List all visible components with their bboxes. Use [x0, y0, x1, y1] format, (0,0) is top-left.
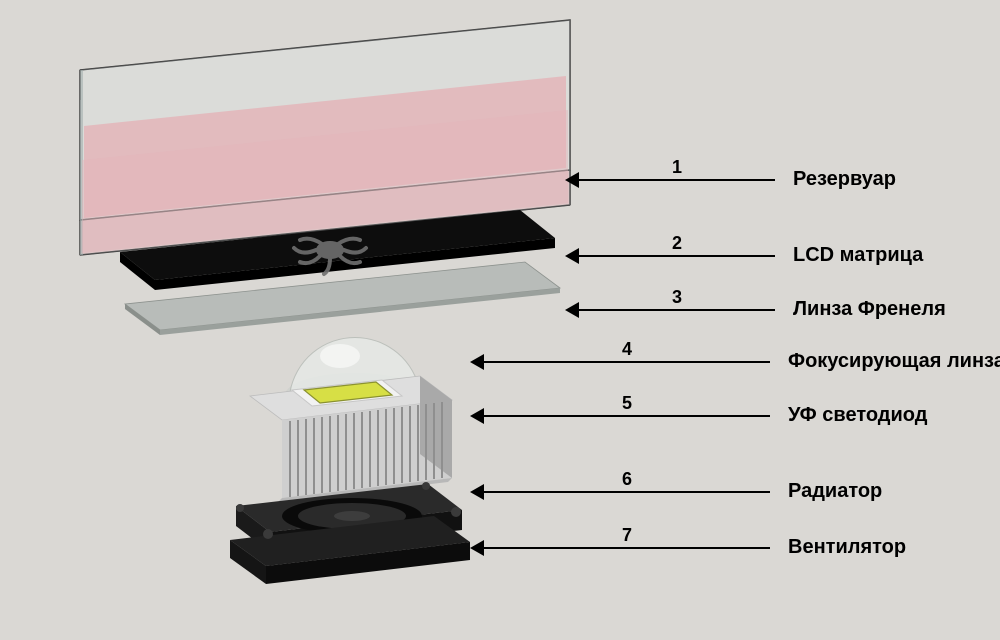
callout-1: 1 Резервуар: [565, 168, 896, 191]
callout-label-2: LCD матрица: [793, 244, 923, 267]
arrow-1: 1: [565, 172, 775, 188]
arrow-6: 6: [470, 484, 770, 500]
heatsink-assembly: [250, 376, 452, 502]
callout-number-4: 4: [622, 339, 632, 360]
callout-number-1: 1: [672, 157, 682, 178]
callout-label-3: Линза Френеля: [793, 298, 946, 321]
callout-label-4: Фокусирующая линза: [788, 350, 1000, 373]
diagram-canvas: 1 Резервуар 2 LCD матрица 3 Линза Френел…: [0, 0, 1000, 640]
cooling-fan: [230, 482, 470, 584]
callout-3: 3 Линза Френеля: [565, 298, 946, 321]
callout-number-5: 5: [622, 393, 632, 414]
callout-number-2: 2: [672, 233, 682, 254]
callout-5: 5 УФ светодиод: [470, 404, 927, 427]
callout-label-6: Радиатор: [788, 480, 882, 503]
callout-label-7: Вентилятор: [788, 536, 906, 559]
callout-label-5: УФ светодиод: [788, 404, 927, 427]
callout-7: 7 Вентилятор: [470, 536, 906, 559]
callout-number-7: 7: [622, 525, 632, 546]
arrow-4: 4: [470, 354, 770, 370]
callout-number-3: 3: [672, 287, 682, 308]
callout-4: 4 Фокусирующая линза: [470, 350, 1000, 373]
callout-2: 2 LCD матрица: [565, 244, 923, 267]
callout-number-6: 6: [622, 469, 632, 490]
arrow-3: 3: [565, 302, 775, 318]
callout-6: 6 Радиатор: [470, 480, 882, 503]
arrow-5: 5: [470, 408, 770, 424]
arrow-2: 2: [565, 248, 775, 264]
arrow-7: 7: [470, 540, 770, 556]
callout-label-1: Резервуар: [793, 168, 896, 191]
